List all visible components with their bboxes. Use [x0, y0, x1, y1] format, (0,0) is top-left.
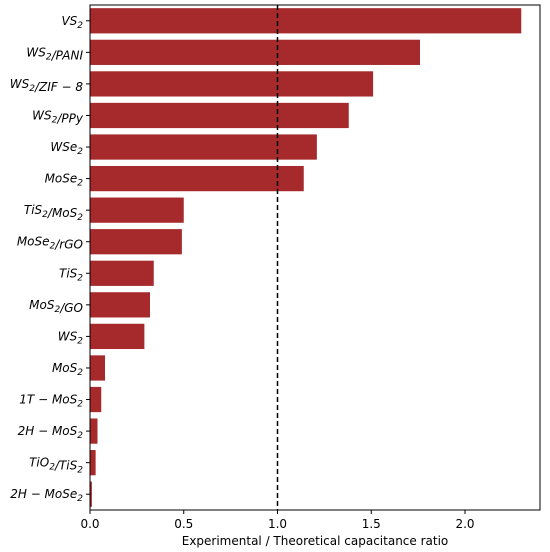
category-label: WSe2 [50, 140, 83, 157]
plot-frame [89, 4, 541, 511]
bar [90, 229, 182, 255]
bar [90, 197, 184, 223]
bar [90, 134, 317, 160]
category-label: MoSe2 [45, 172, 84, 189]
bar [90, 165, 304, 192]
category-label: WS2/PANI [26, 45, 83, 62]
x-tick-label: 1.5 [362, 517, 381, 531]
x-tick-label: 0.0 [80, 517, 99, 531]
x-axis: 0.0 0.5 1.0 1.5 2.0 [80, 510, 475, 531]
y-axis: VS2 WS2/PANI WS2/ZIF − 8 WS2/PPy WSe2 MoSe2 Ti… [10, 14, 90, 504]
bar [90, 355, 105, 381]
category-label: 1T − MoS2 [19, 393, 83, 410]
bar [90, 8, 522, 34]
x-tick-label: 2.0 [455, 517, 474, 531]
category-label: VS2 [61, 14, 83, 31]
bar [90, 418, 98, 444]
bar [90, 292, 150, 318]
bars-group [90, 8, 522, 507]
category-label: WS2/ZIF − 8 [10, 77, 84, 94]
category-label: TiS2 [59, 266, 83, 283]
x-tick-label: 0.5 [174, 517, 193, 531]
category-label: WS2/PPy [32, 108, 84, 125]
bar [90, 481, 92, 507]
bar [90, 102, 349, 129]
bar [90, 39, 420, 65]
category-label: MoSe2/rGO [17, 235, 83, 252]
bar [90, 323, 145, 350]
category-label: MoS2/GO [29, 298, 83, 315]
bar [90, 260, 154, 286]
category-label: WS2 [58, 329, 83, 346]
bar [90, 71, 374, 97]
bar [90, 450, 96, 476]
category-label: MoS2 [52, 361, 83, 378]
category-label: TiO2/TiS2 [29, 456, 83, 476]
category-label: TiS2/MoS2 [24, 203, 83, 223]
category-label: 2H − MoSe2 [10, 487, 83, 504]
bar [90, 386, 102, 413]
category-label: 2H − MoS2 [18, 424, 84, 441]
x-tick-label: 1.0 [268, 517, 287, 531]
x-axis-label: Experimental / Theoretical capacitance r… [182, 534, 449, 548]
